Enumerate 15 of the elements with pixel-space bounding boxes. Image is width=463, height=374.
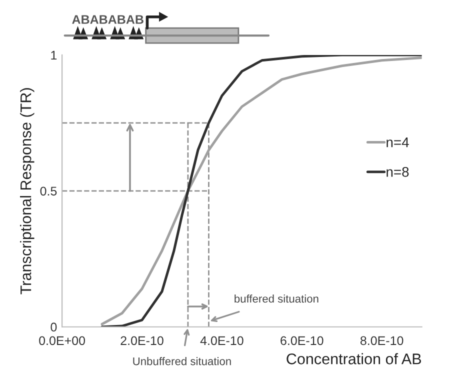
x-tick-label: 6.0E-10: [280, 336, 324, 346]
annotation: buffered situation: [234, 294, 318, 303]
x-tick-label: 4.0E-10: [200, 336, 244, 346]
x-tick-label: 2.0E-10: [120, 336, 164, 346]
x-axis-title: Concentration of AB: [286, 353, 421, 364]
legend-label: n=8: [386, 167, 409, 177]
y-tick-label: 0.5: [40, 186, 57, 196]
annotation: Unbuffered situation: [133, 357, 231, 366]
y-tick-label: 0: [50, 322, 57, 332]
text: ABABABAB: [72, 15, 144, 24]
y-axis-title: Transcriptional Response (TR): [20, 88, 34, 294]
legend-label: n=4: [386, 138, 409, 148]
x-tick-label: 0.0E+00: [39, 336, 86, 346]
y-tick-label: 1: [51, 50, 57, 60]
x-tick-label: 8.0E-10: [360, 336, 404, 346]
